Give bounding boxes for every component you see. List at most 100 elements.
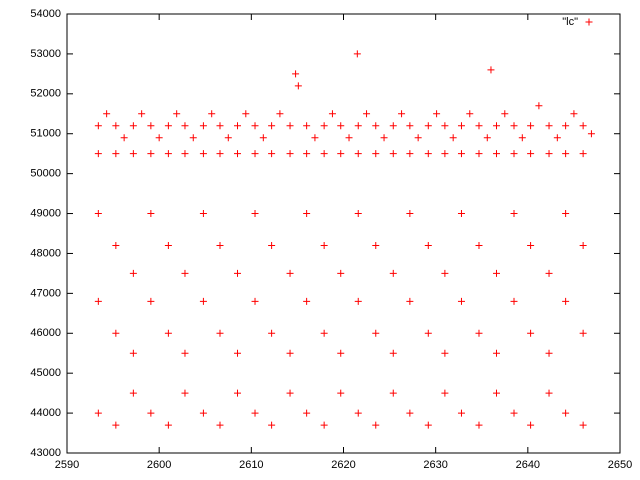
point — [337, 349, 345, 357]
point — [112, 421, 120, 429]
point — [129, 349, 137, 357]
x-tick-label: 2630 — [423, 459, 447, 471]
point — [545, 269, 553, 277]
point — [129, 150, 137, 158]
point — [389, 150, 397, 158]
point — [234, 150, 242, 158]
x-tick-label: 2620 — [331, 459, 355, 471]
point — [164, 421, 172, 429]
point — [155, 134, 163, 142]
point — [345, 134, 353, 142]
point — [251, 297, 259, 305]
point — [320, 241, 328, 249]
y-tick-label: 52000 — [30, 88, 61, 100]
point — [527, 329, 535, 337]
point — [276, 110, 284, 118]
point — [216, 150, 224, 158]
point — [579, 329, 587, 337]
y-tick-label: 46000 — [30, 327, 61, 339]
point — [579, 241, 587, 249]
point — [510, 409, 518, 417]
point — [303, 297, 311, 305]
point — [457, 297, 465, 305]
point — [562, 409, 570, 417]
point — [475, 150, 483, 158]
point — [527, 421, 535, 429]
point — [372, 421, 380, 429]
point — [234, 122, 242, 130]
point — [294, 82, 302, 90]
point — [94, 297, 102, 305]
point — [328, 110, 336, 118]
point — [112, 122, 120, 130]
y-tick-label: 45000 — [30, 367, 61, 379]
y-tick-label: 53000 — [30, 48, 61, 60]
point — [181, 122, 189, 130]
point — [587, 130, 595, 138]
point — [129, 122, 137, 130]
point — [147, 150, 155, 158]
x-tick-label: 2610 — [239, 459, 263, 471]
point — [389, 269, 397, 277]
point — [112, 241, 120, 249]
point — [562, 150, 570, 158]
y-tick-label: 49000 — [30, 207, 61, 219]
point — [286, 150, 294, 158]
point — [268, 122, 276, 130]
point — [535, 102, 543, 110]
point — [457, 150, 465, 158]
point — [224, 134, 232, 142]
point — [441, 122, 449, 130]
point — [268, 329, 276, 337]
x-tick-label: 2600 — [147, 459, 171, 471]
point — [527, 122, 535, 130]
point — [94, 122, 102, 130]
point — [208, 110, 216, 118]
point — [337, 389, 345, 397]
point — [286, 349, 294, 357]
point — [562, 122, 570, 130]
point — [320, 122, 328, 130]
point — [112, 329, 120, 337]
point — [449, 134, 457, 142]
y-tick-label: 48000 — [30, 247, 61, 259]
point — [147, 210, 155, 218]
legend-marker — [585, 18, 593, 26]
point — [372, 329, 380, 337]
point — [216, 329, 224, 337]
point — [475, 241, 483, 249]
point — [424, 241, 432, 249]
x-tick-label: 2640 — [516, 459, 540, 471]
point — [103, 110, 111, 118]
point — [433, 110, 441, 118]
y-tick-label: 47000 — [30, 287, 61, 299]
point — [501, 110, 509, 118]
point — [579, 421, 587, 429]
point — [251, 150, 259, 158]
point — [320, 421, 328, 429]
point — [311, 134, 319, 142]
point — [129, 269, 137, 277]
point — [147, 297, 155, 305]
point — [164, 241, 172, 249]
point — [259, 134, 267, 142]
point — [475, 122, 483, 130]
point — [492, 349, 500, 357]
point — [94, 150, 102, 158]
point — [242, 110, 250, 118]
point — [138, 110, 146, 118]
point — [112, 150, 120, 158]
point — [286, 389, 294, 397]
point — [164, 329, 172, 337]
point — [189, 134, 197, 142]
point — [199, 297, 207, 305]
point — [441, 269, 449, 277]
point — [337, 269, 345, 277]
point — [492, 389, 500, 397]
point — [303, 210, 311, 218]
point — [268, 241, 276, 249]
point — [234, 269, 242, 277]
point — [216, 122, 224, 130]
